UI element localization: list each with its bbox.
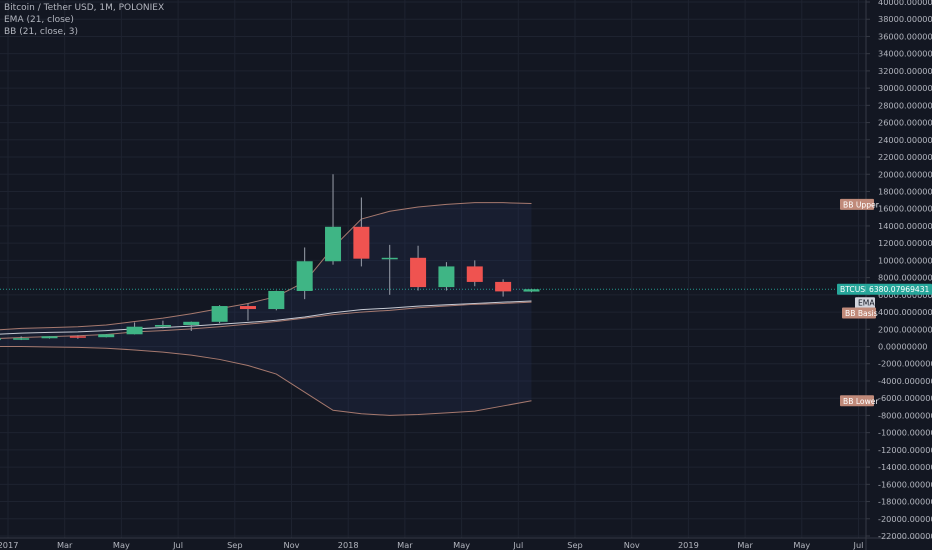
price-tag-bb-lower[interactable] bbox=[840, 395, 874, 407]
candle-body[interactable] bbox=[353, 226, 370, 259]
price-tag-label: BB Basis bbox=[845, 309, 878, 318]
price-tick-label: 32000.00000000 bbox=[878, 66, 932, 76]
candle-body[interactable] bbox=[325, 226, 342, 262]
price-tick-label: -2000.00000000 bbox=[878, 359, 932, 369]
price-tick-label: 0.00000000 bbox=[878, 342, 928, 352]
candle-body[interactable] bbox=[239, 306, 256, 310]
time-tick-label: 2018 bbox=[338, 540, 359, 550]
price-tick-label: 36000.00000000 bbox=[878, 31, 932, 41]
price-tick-label: 14000.00000000 bbox=[878, 221, 932, 231]
candle-body[interactable] bbox=[126, 326, 143, 335]
legend-ema[interactable]: EMA (21, close) bbox=[4, 15, 74, 25]
bb-basis-line[interactable] bbox=[0, 301, 532, 339]
time-tick-label: Jul bbox=[512, 540, 523, 550]
price-tick-label: 34000.00000000 bbox=[878, 49, 932, 59]
price-tick-label: 18000.00000000 bbox=[878, 186, 932, 196]
price-tag-bb-basis[interactable] bbox=[842, 307, 876, 319]
bb-upper-line[interactable] bbox=[0, 202, 532, 331]
bb-lower-line[interactable] bbox=[0, 346, 532, 416]
price-tick-label: 40000.00000000 bbox=[878, 0, 932, 7]
price-tick-label: 2000.00000000 bbox=[878, 324, 932, 334]
price-tick-label: 12000.00000000 bbox=[878, 238, 932, 248]
candle-body[interactable] bbox=[495, 281, 512, 292]
time-tick-label: Nov bbox=[624, 540, 640, 550]
ema-line[interactable] bbox=[0, 300, 532, 335]
time-tick-label: Mar bbox=[397, 540, 413, 550]
price-tick-label: 8000.00000000 bbox=[878, 273, 932, 283]
time-tick-label: Jul bbox=[853, 540, 864, 550]
price-tick-label: -4000.00000000 bbox=[878, 376, 932, 386]
price-tag-6380-07969431[interactable] bbox=[866, 283, 932, 295]
price-tag-label: 6380.07969431 bbox=[869, 285, 930, 294]
candle-body[interactable] bbox=[466, 266, 483, 282]
candle-body[interactable] bbox=[69, 336, 86, 338]
time-tick-label: May bbox=[793, 540, 810, 550]
price-tick-label: 38000.00000000 bbox=[878, 14, 932, 24]
time-tick-label: Sep bbox=[227, 540, 242, 550]
time-tick-label: 2017 bbox=[0, 540, 18, 550]
legend-title: Bitcoin / Tether USD, 1M, POLONIEX bbox=[4, 3, 165, 13]
price-tag-label: BB Upper bbox=[843, 200, 880, 209]
price-tick-label: 28000.00000000 bbox=[878, 100, 932, 110]
price-tick-label: -10000.00000000 bbox=[878, 428, 932, 438]
candle-body[interactable] bbox=[410, 257, 427, 288]
price-tag-label: BTCUSDT bbox=[840, 285, 876, 294]
candle-body[interactable] bbox=[183, 321, 200, 325]
candle-body[interactable] bbox=[98, 334, 115, 338]
price-tick-label: 30000.00000000 bbox=[878, 83, 932, 93]
chart-legend: Bitcoin / Tether USD, 1M, POLONIEX EMA (… bbox=[4, 2, 164, 38]
time-tick-label: Jul bbox=[172, 540, 183, 550]
candle-body[interactable] bbox=[154, 324, 171, 327]
price-tick-label: -8000.00000000 bbox=[878, 410, 932, 420]
time-tick-label: Mar bbox=[57, 540, 73, 550]
price-tick-label: 20000.00000000 bbox=[878, 169, 932, 179]
price-tick-label: 16000.00000000 bbox=[878, 204, 932, 214]
price-tag-label: EMA bbox=[858, 299, 875, 308]
time-tick-label: May bbox=[453, 540, 470, 550]
price-tick-label: 4000.00000000 bbox=[878, 307, 932, 317]
price-tick-label: 10000.00000000 bbox=[878, 255, 932, 265]
price-tick-label: 22000.00000000 bbox=[878, 152, 932, 162]
price-tick-label: -6000.00000000 bbox=[878, 393, 932, 403]
price-tag-btcusdt[interactable] bbox=[837, 283, 867, 295]
price-tick-label: -18000.00000000 bbox=[878, 497, 932, 507]
legend-bb[interactable]: BB (21, close, 3) bbox=[4, 27, 79, 37]
price-tick-label: -22000.00000000 bbox=[878, 531, 932, 541]
price-tag-bb-upper[interactable] bbox=[840, 198, 874, 210]
price-tick-label: -20000.00000000 bbox=[878, 514, 932, 524]
bb-band-fill bbox=[0, 202, 532, 416]
candle-body[interactable] bbox=[211, 306, 228, 322]
price-tick-label: 26000.00000000 bbox=[878, 118, 932, 128]
time-tick-label: May bbox=[113, 540, 130, 550]
candle-body[interactable] bbox=[268, 290, 285, 310]
time-tick-label: Mar bbox=[737, 540, 753, 550]
candle-body[interactable] bbox=[41, 336, 58, 339]
price-tick-label: 24000.00000000 bbox=[878, 135, 932, 145]
price-tick-label: -12000.00000000 bbox=[878, 445, 932, 455]
price-tag-label: BB Lower bbox=[843, 397, 879, 406]
candle-body[interactable] bbox=[438, 266, 455, 288]
time-tick-label: Nov bbox=[284, 540, 300, 550]
time-tick-label: 2019 bbox=[678, 540, 699, 550]
candle-body[interactable] bbox=[523, 289, 540, 292]
candle-body[interactable] bbox=[13, 338, 30, 340]
price-tick-label: -16000.00000000 bbox=[878, 479, 932, 489]
price-tick-label: 6000.00000000 bbox=[878, 290, 932, 300]
candle-body[interactable] bbox=[296, 261, 313, 291]
price-tick-label: -14000.00000000 bbox=[878, 462, 932, 472]
candle-body[interactable] bbox=[0, 338, 1, 341]
time-tick-label: Sep bbox=[567, 540, 582, 550]
price-tag-ema[interactable] bbox=[855, 297, 875, 309]
candle-body[interactable] bbox=[381, 257, 398, 260]
